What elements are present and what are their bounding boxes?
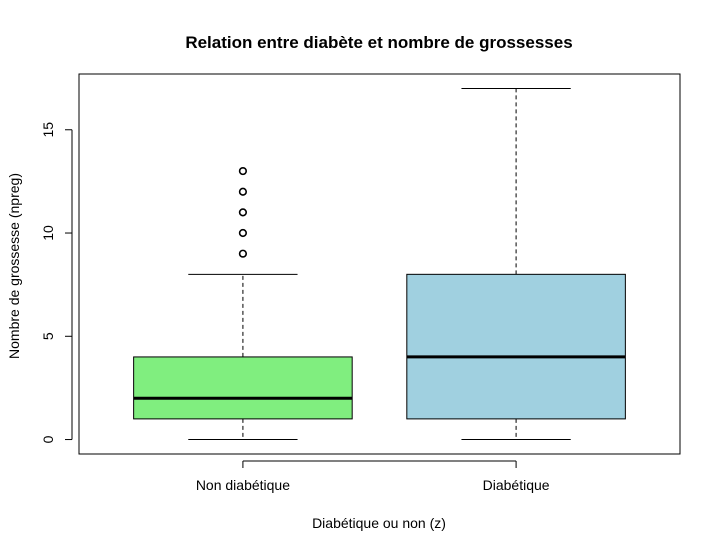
y-axis-label: Nombre de grossesse (npreg)	[6, 173, 22, 359]
x-axis: Non diabétique Diabétique	[196, 460, 550, 493]
y-tick-label: 15	[40, 122, 56, 138]
outlier-point	[238, 249, 248, 258]
outlier-point	[238, 228, 248, 238]
y-axis: 0 5 10 15	[40, 122, 73, 443]
outlier-point	[238, 187, 248, 196]
outlier-point	[238, 208, 248, 217]
y-tick-label: 5	[40, 332, 56, 340]
y-tick-label: 0	[40, 435, 56, 443]
plot-frame	[78, 73, 681, 455]
box-group	[406, 87, 626, 441]
x-tick-label: Diabétique	[483, 477, 550, 493]
outlier-point	[238, 166, 248, 176]
chart-title: Relation entre diabète et nombre de gros…	[185, 33, 572, 52]
box-body	[406, 273, 626, 420]
box-body	[133, 356, 353, 420]
x-axis-label: Diabétique ou non (z)	[312, 515, 446, 531]
y-tick-label: 10	[40, 225, 56, 241]
box-group	[133, 166, 353, 441]
x-tick-label: Non diabétique	[196, 477, 290, 493]
boxes	[133, 87, 626, 441]
